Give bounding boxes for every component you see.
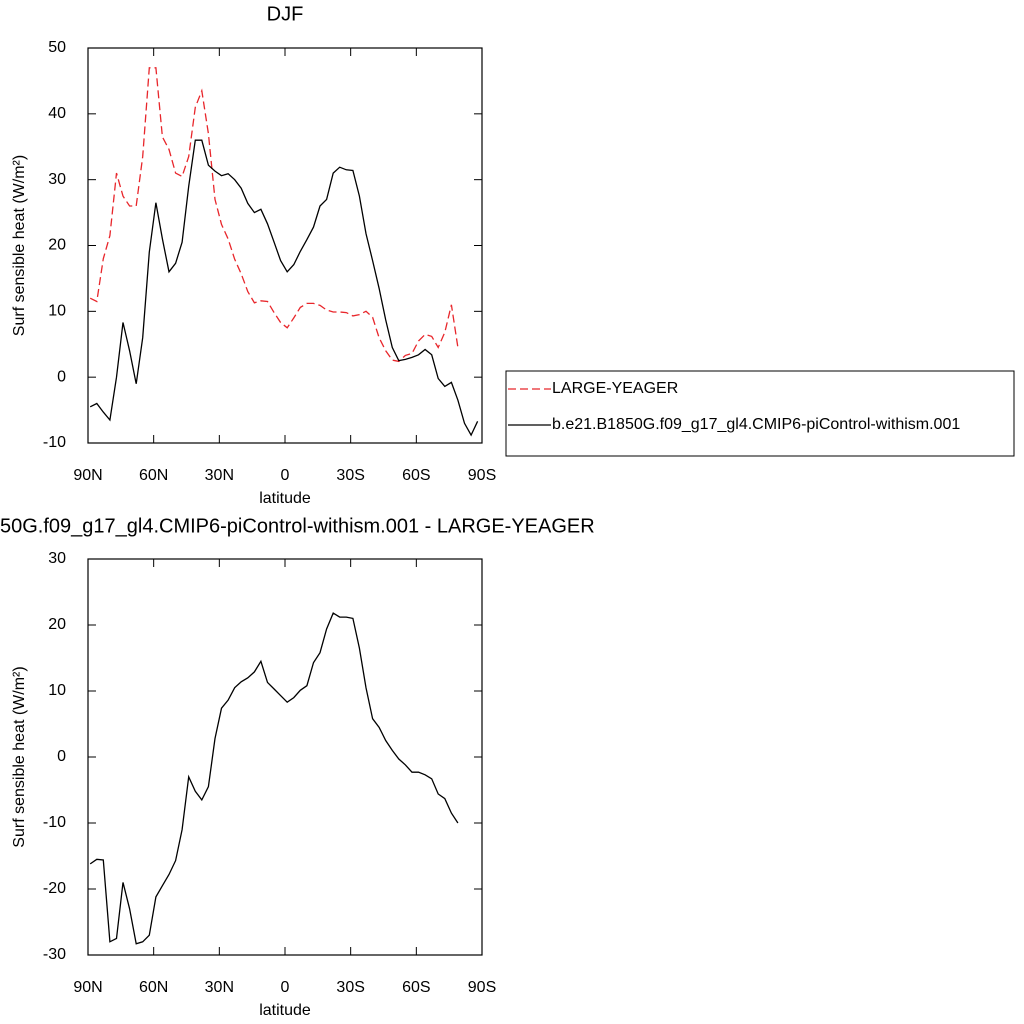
y-axis-label: Surf sensible heat (W/m²): [11, 666, 28, 847]
x-tick-label: 0: [281, 979, 290, 996]
y-tick-label: 40: [48, 105, 66, 122]
y-tick-label: 20: [48, 237, 66, 254]
x-tick-label: 90N: [73, 979, 102, 996]
y-tick-label: 30: [48, 171, 66, 188]
x-tick-label: 60N: [139, 467, 168, 484]
plot-frame: [87, 47, 483, 444]
x-axis-label: latitude: [259, 490, 311, 507]
y-tick-label: -10: [43, 814, 66, 831]
y-tick-label: -20: [43, 880, 66, 897]
y-tick-label: -30: [43, 946, 66, 963]
x-tick-label: 30N: [205, 467, 234, 484]
data-line: [89, 612, 459, 945]
legend-label: LARGE-YEAGER: [552, 380, 678, 397]
plot-frame: [87, 558, 483, 956]
y-tick-label: 20: [48, 616, 66, 633]
chart-title: 50G.f09_g17_gl4.CMIP6-piControl-withism.…: [0, 515, 595, 537]
x-axis-label: latitude: [259, 1002, 311, 1019]
x-tick-label: 90S: [468, 979, 496, 996]
legend-box: [505, 370, 1015, 457]
x-tick-label: 90S: [468, 467, 496, 484]
y-tick-label: 50: [48, 39, 66, 56]
y-tick-label: 10: [48, 303, 66, 320]
y-tick-label: 0: [57, 748, 66, 765]
x-tick-label: 0: [281, 467, 290, 484]
data-line: [89, 67, 459, 363]
legend-label: b.e21.B1850G.f09_g17_gl4.CMIP6-piControl…: [552, 416, 960, 433]
x-tick-label: 60N: [139, 979, 168, 996]
y-tick-label: 0: [57, 368, 66, 385]
x-tick-label: 30S: [336, 979, 364, 996]
y-tick-label: 30: [48, 550, 66, 567]
x-tick-label: 60S: [402, 979, 430, 996]
x-tick-label: 30N: [205, 979, 234, 996]
y-axis-label: Surf sensible heat (W/m²): [11, 155, 28, 336]
x-tick-label: 90N: [73, 467, 102, 484]
data-line: [89, 139, 479, 437]
chart-title: DJF: [267, 3, 304, 25]
y-tick-label: -10: [43, 434, 66, 451]
y-tick-label: 10: [48, 682, 66, 699]
x-tick-label: 60S: [402, 467, 430, 484]
x-tick-label: 30S: [336, 467, 364, 484]
